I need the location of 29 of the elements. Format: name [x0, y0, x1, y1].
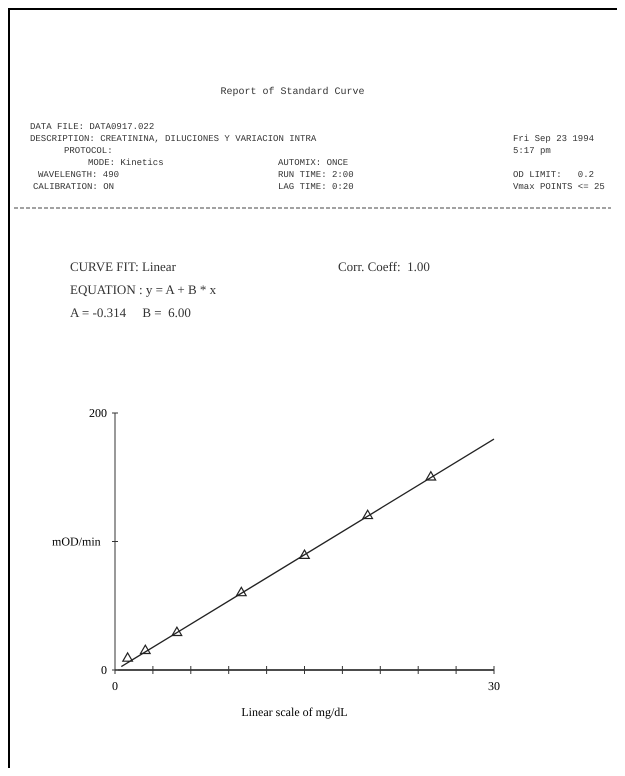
text: Corr. Coeff: 1.00: [338, 259, 430, 274]
text: CURVE FIT: Linear: [70, 259, 177, 274]
text: CALIBRATION: ON: [33, 182, 114, 192]
text: RUN TIME: 2:00: [278, 170, 354, 180]
text: WAVELENGTH: 490: [38, 170, 120, 180]
text: EQUATION : y = A + B * x: [70, 282, 217, 297]
text: A = -0.314 B = 6.00: [70, 305, 191, 320]
point: [236, 586, 247, 596]
text: 5:17 pm: [513, 146, 551, 156]
text: PROTOCOL:: [64, 146, 113, 156]
point: [362, 510, 374, 520]
text: Vmax POINTS <= 25: [513, 182, 605, 192]
text: Fri Sep 23 1994: [513, 134, 594, 144]
text: MODE: Kinetics: [88, 158, 164, 168]
x-axis-title: Linear scale of mg/dL: [241, 705, 348, 719]
text: LAG TIME: 0:20: [278, 182, 354, 192]
y-tick-label: 200: [89, 406, 107, 420]
point: [171, 626, 182, 636]
point: [425, 471, 436, 481]
point: [140, 644, 151, 654]
point: [299, 549, 310, 560]
point: [122, 652, 134, 662]
x-tick-label: 30: [488, 679, 500, 693]
text: AUTOMIX: ONCE: [278, 158, 348, 168]
text: OD LIMIT: 0.2: [513, 170, 594, 180]
chart-title: Report of Standard Curve: [220, 86, 365, 98]
text: DESCRIPTION: CREATININA, DILUCIONES Y VARIACION INTRA: [30, 134, 317, 144]
y-axis-title: mOD/min: [52, 534, 101, 548]
text: DATA FILE: DATA0917.022: [30, 122, 154, 132]
